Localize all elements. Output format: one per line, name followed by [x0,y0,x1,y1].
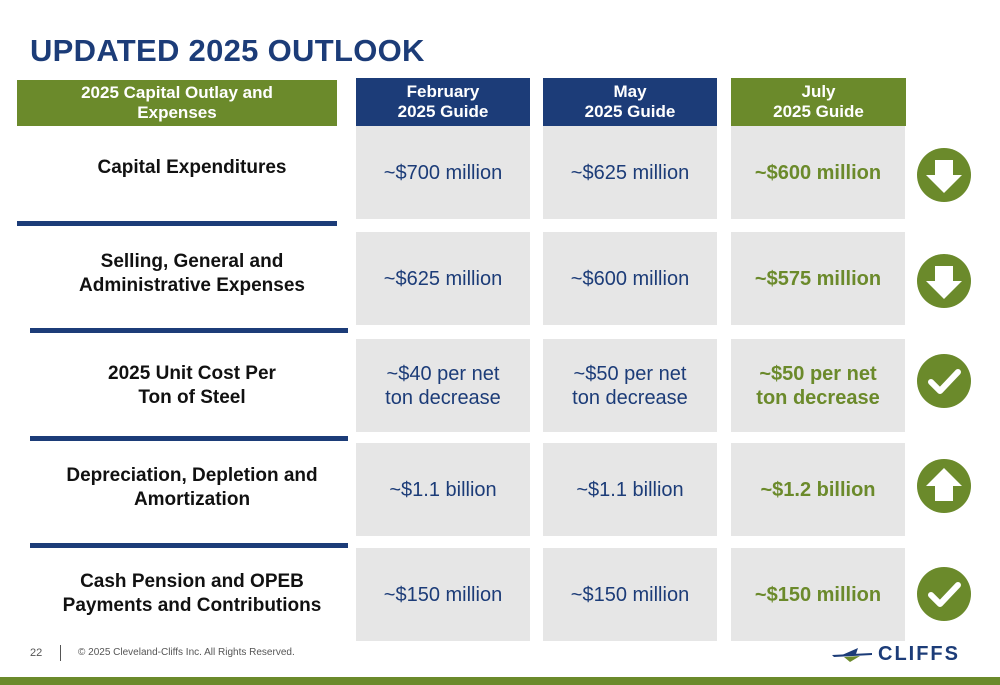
row-divider [30,436,348,441]
header-may-label: May 2025 Guide [584,82,676,121]
cell-dda-february: ~$1.1 billion [356,443,530,536]
row-label-dda: Depreciation, Depletion and Amortization [66,465,318,510]
cell-unit-cost-february: ~$40 per net ton decrease [356,339,530,432]
footer-divider [60,645,61,661]
row-label-pension: Cash Pension and OPEB Payments and Contr… [62,571,322,616]
cell-capex-july: ~$600 million [731,126,905,219]
cell-unit-cost-july: ~$50 per net ton decrease [731,339,905,432]
header-july: July 2025 Guide [731,78,906,126]
logo-text: CLIFFS [878,642,960,665]
row-divider [17,221,337,226]
header-category-label: 2025 Capital Outlay and Expenses [81,83,273,122]
cell-sga-may: ~$600 million [543,232,717,325]
down-arrow-icon [917,254,971,308]
cell-capex-may: ~$625 million [543,126,717,219]
page-number: 22 [30,647,43,659]
header-may: May 2025 Guide [543,78,717,126]
bottom-accent-bar [0,677,1000,685]
page-title: UPDATED 2025 OUTLOOK [30,33,425,68]
cell-pension-may: ~$150 million [543,548,717,641]
header-february: February 2025 Guide [356,78,530,126]
down-arrow-icon [917,148,971,202]
cell-sga-february: ~$625 million [356,232,530,325]
row-label-sga: Selling, General and Administrative Expe… [79,251,305,296]
row-label-capex: Capital Expenditures [97,157,287,178]
row-divider [30,328,348,333]
header-february-label: February 2025 Guide [397,82,489,121]
cell-pension-july: ~$150 million [731,548,905,641]
cell-dda-july: ~$1.2 billion [731,443,905,536]
cell-sga-july: ~$575 million [731,232,905,325]
header-category: 2025 Capital Outlay and Expenses [17,80,337,126]
cell-unit-cost-may: ~$50 per net ton decrease [543,339,717,432]
cliffs-logo-icon [832,648,872,662]
up-arrow-icon [917,459,971,513]
row-divider [30,543,348,548]
cell-pension-february: ~$150 million [356,548,530,641]
cliffs-logo: CLIFFS [832,640,974,668]
checkmark-icon [917,354,971,408]
checkmark-icon [917,567,971,621]
header-july-label: July 2025 Guide [773,82,864,121]
cell-capex-february: ~$700 million [356,126,530,219]
copyright-text: © 2025 Cleveland-Cliffs Inc. All Rights … [78,647,295,658]
cell-dda-may: ~$1.1 billion [543,443,717,536]
row-label-unit-cost: 2025 Unit Cost Per Ton of Steel [108,363,276,408]
